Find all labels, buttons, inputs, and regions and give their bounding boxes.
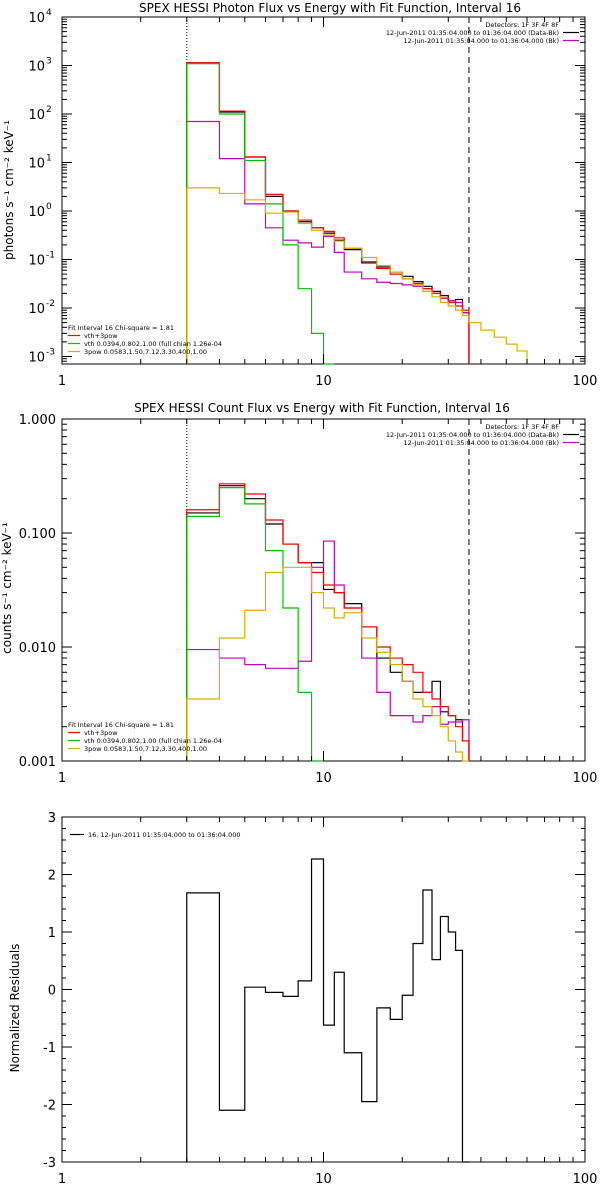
y-tick-label: -3 — [43, 1156, 56, 1171]
photon-flux-plot-frame — [61, 16, 586, 365]
legend-entry: 12-Jun-2011 01:35:04.000 to 01:36:04.000… — [404, 37, 559, 45]
y-tick-exponent: 0 — [46, 202, 52, 212]
legend-entry: 12-Jun-2011 01:35:04.000 to 01:36:04.000… — [404, 439, 559, 447]
residuals-legend: 16. 12-Jun-2011 01:35:04.000 to 01:36:04… — [70, 831, 240, 839]
y-tick-label: 10 — [28, 59, 45, 74]
series-3pow — [186, 566, 469, 762]
series-data-bk — [186, 62, 470, 364]
y-tick-exponent: 1 — [46, 153, 52, 163]
count-flux-title: SPEX HESSI Count Flux vs Energy with Fit… — [134, 401, 510, 415]
y-tick-exponent: -3 — [46, 347, 55, 357]
y-tick-label: 1.000 — [19, 413, 56, 428]
y-tick-label: 0 — [48, 984, 56, 999]
y-tick-label: -2 — [43, 1099, 56, 1114]
residuals-panel: Normalized Residuals 1 10 100 -3 -2 -1 0 1 2 3 16… — [8, 811, 597, 1187]
series-vth-3pow — [186, 483, 470, 761]
count-flux-panel: SPEX HESSI Count Flux vs Energy with Fit… — [0, 401, 597, 786]
residuals-axes: 1 10 100 -3 -2 -1 0 1 2 3 — [43, 811, 597, 1187]
series-3pow — [186, 187, 528, 364]
x-tick-label: 10 — [315, 374, 332, 389]
x-tick-label: 10 — [315, 1172, 332, 1187]
y-tick-exponent: 3 — [46, 56, 52, 66]
legend-entry: vth 0.0394,0.802,1.00 (full chian 1.26e-… — [84, 737, 222, 745]
y-tick-label: -1 — [43, 1041, 56, 1056]
photon-flux-marker-lines — [186, 17, 470, 364]
y-tick-label: 10 — [28, 350, 45, 365]
y-tick-exponent: 2 — [46, 105, 52, 115]
x-tick-label: 10 — [315, 771, 332, 786]
photon-flux-y-label: photons s⁻¹ cm⁻² keV⁻¹ — [2, 120, 16, 260]
series-vth-3pow — [186, 61, 470, 364]
y-tick-label: 1 — [48, 926, 56, 941]
series-16-12-jun-2011-01-35-04-000-to-01-36-04-000 — [186, 858, 469, 1163]
series-vth — [186, 62, 335, 365]
legend-entry: 3pow 0.0583,1.50,7.12,3.30,400,1.00 — [84, 745, 207, 753]
x-tick-label: 1 — [58, 771, 66, 786]
y-tick-label: 3 — [48, 811, 56, 826]
residuals-series — [186, 858, 469, 1163]
x-tick-label: 1 — [58, 374, 66, 389]
count-flux-series — [186, 483, 470, 762]
photon-flux-panel: SPEX HESSI Photon Flux vs Energy with Fi… — [2, 1, 597, 389]
y-tick-label: 10 — [28, 108, 45, 123]
residuals-y-label: Normalized Residuals — [8, 944, 22, 1073]
count-flux-y-label: counts s⁻¹ cm⁻² keV⁻¹ — [0, 522, 14, 654]
y-tick-label: 10 — [28, 156, 45, 171]
y-tick-label: 10 — [28, 253, 45, 268]
legend-entry: vth+3pow — [84, 729, 118, 737]
legend-entry: Detectors: 1F 3F 4F 8F — [485, 423, 559, 431]
legend-entry: 12-Jun-2011 01:35:04.000 to 01:36:04.000… — [386, 431, 559, 439]
y-tick-label: 0.100 — [19, 527, 56, 542]
y-tick-label: 10 — [28, 302, 45, 317]
legend-entry: 16. 12-Jun-2011 01:35:04.000 to 01:36:04… — [88, 831, 240, 839]
y-tick-label: 0.001 — [19, 755, 56, 770]
legend-entry: Fit Interval 16 Chi-square = 1.81 — [68, 721, 174, 729]
x-tick-label: 100 — [573, 374, 598, 389]
x-tick-label: 100 — [573, 1172, 598, 1187]
photon-flux-title: SPEX HESSI Photon Flux vs Energy with Fi… — [139, 1, 521, 15]
photon-flux-series — [186, 61, 528, 365]
y-tick-label: 2 — [48, 869, 56, 884]
legend-entry: 3pow 0.0583,1.50,7.12,3.30,400,1.00 — [84, 348, 207, 356]
series-data-bk — [186, 485, 470, 761]
count-flux-axes: 1 10 100 0.001 0.010 0.100 1.000 — [19, 413, 598, 786]
y-tick-label: 0.010 — [19, 641, 56, 656]
y-tick-label: 10 — [28, 11, 45, 26]
legend-entry: Detectors: 1F 3F 4F 8F — [485, 21, 559, 29]
y-tick-exponent: -1 — [46, 250, 55, 260]
legend-entry: 12-Jun-2011 01:35:04.000 to 01:36:04.000… — [386, 29, 559, 37]
series-bk — [186, 540, 470, 761]
legend-entry: Fit Interval 16 Chi-square = 1.81 — [68, 324, 174, 332]
photon-flux-legend-bottom: Fit Interval 16 Chi-square = 1.81vth+3po… — [68, 324, 222, 356]
y-tick-label: 10 — [28, 205, 45, 220]
x-tick-label: 1 — [58, 1172, 66, 1187]
x-tick-label: 100 — [573, 771, 598, 786]
legend-entry: vth+3pow — [84, 332, 118, 340]
y-tick-exponent: -2 — [46, 299, 55, 309]
legend-entry: vth 0.0394,0.802,1.00 (full chian 1.26e-… — [84, 340, 222, 348]
series-bk — [186, 120, 470, 364]
y-tick-exponent: 4 — [46, 8, 52, 18]
count-flux-legend-bottom: Fit Interval 16 Chi-square = 1.81vth+3po… — [68, 721, 222, 753]
series-vth — [186, 487, 324, 762]
